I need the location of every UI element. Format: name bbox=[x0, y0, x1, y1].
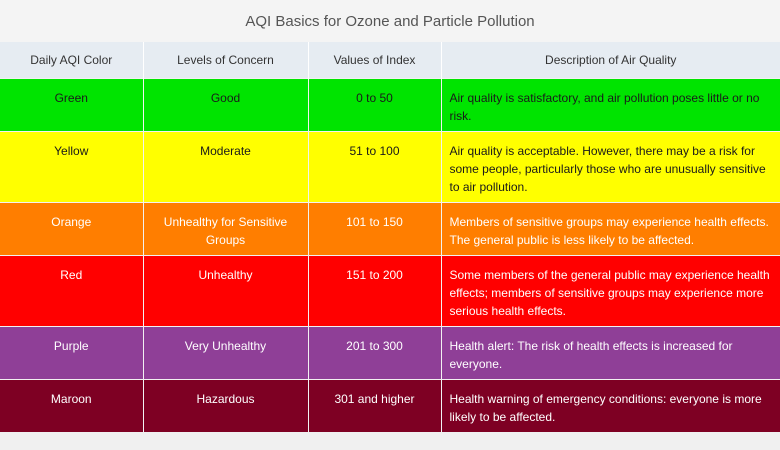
cell-values: 0 to 50 bbox=[308, 78, 442, 132]
table-row-purple: Purple Very Unhealthy 201 to 300 Health … bbox=[0, 326, 780, 380]
cell-level: Hazardous bbox=[143, 379, 309, 432]
cell-color: Green bbox=[0, 78, 144, 132]
table-row-maroon: Maroon Hazardous 301 and higher Health w… bbox=[0, 379, 780, 432]
table-row-green: Green Good 0 to 50 Air quality is satisf… bbox=[0, 78, 780, 132]
header-daily-aqi-color: Daily AQI Color bbox=[0, 42, 144, 79]
aqi-table: Daily AQI Color Levels of Concern Values… bbox=[0, 42, 780, 432]
header-description: Description of Air Quality bbox=[441, 42, 780, 79]
cell-description: Some members of the general public may e… bbox=[441, 255, 780, 327]
footer-band bbox=[0, 432, 780, 450]
cell-values: 51 to 100 bbox=[308, 131, 442, 203]
cell-level: Moderate bbox=[143, 131, 309, 203]
cell-values: 101 to 150 bbox=[308, 202, 442, 256]
cell-description: Health warning of emergency conditions: … bbox=[441, 379, 780, 432]
cell-level: Unhealthy for Sensitive Groups bbox=[143, 202, 309, 256]
cell-values: 301 and higher bbox=[308, 379, 442, 432]
cell-color: Orange bbox=[0, 202, 144, 256]
cell-color: Maroon bbox=[0, 379, 144, 432]
cell-level: Very Unhealthy bbox=[143, 326, 309, 380]
cell-level: Good bbox=[143, 78, 309, 132]
table-row-red: Red Unhealthy 151 to 200 Some members of… bbox=[0, 255, 780, 327]
table-header-row: Daily AQI Color Levels of Concern Values… bbox=[0, 42, 780, 79]
cell-values: 201 to 300 bbox=[308, 326, 442, 380]
cell-color: Purple bbox=[0, 326, 144, 380]
cell-description: Air quality is satisfactory, and air pol… bbox=[441, 78, 780, 132]
header-values-of-index: Values of Index bbox=[308, 42, 442, 79]
cell-level: Unhealthy bbox=[143, 255, 309, 327]
cell-values: 151 to 200 bbox=[308, 255, 442, 327]
table-row-orange: Orange Unhealthy for Sensitive Groups 10… bbox=[0, 202, 780, 256]
cell-color: Yellow bbox=[0, 131, 144, 203]
cell-description: Members of sensitive groups may experien… bbox=[441, 202, 780, 256]
table-row-yellow: Yellow Moderate 51 to 100 Air quality is… bbox=[0, 131, 780, 203]
cell-description: Health alert: The risk of health effects… bbox=[441, 326, 780, 380]
cell-color: Red bbox=[0, 255, 144, 327]
page-title: AQI Basics for Ozone and Particle Pollut… bbox=[0, 0, 780, 42]
header-levels-of-concern: Levels of Concern bbox=[143, 42, 309, 79]
cell-description: Air quality is acceptable. However, ther… bbox=[441, 131, 780, 203]
